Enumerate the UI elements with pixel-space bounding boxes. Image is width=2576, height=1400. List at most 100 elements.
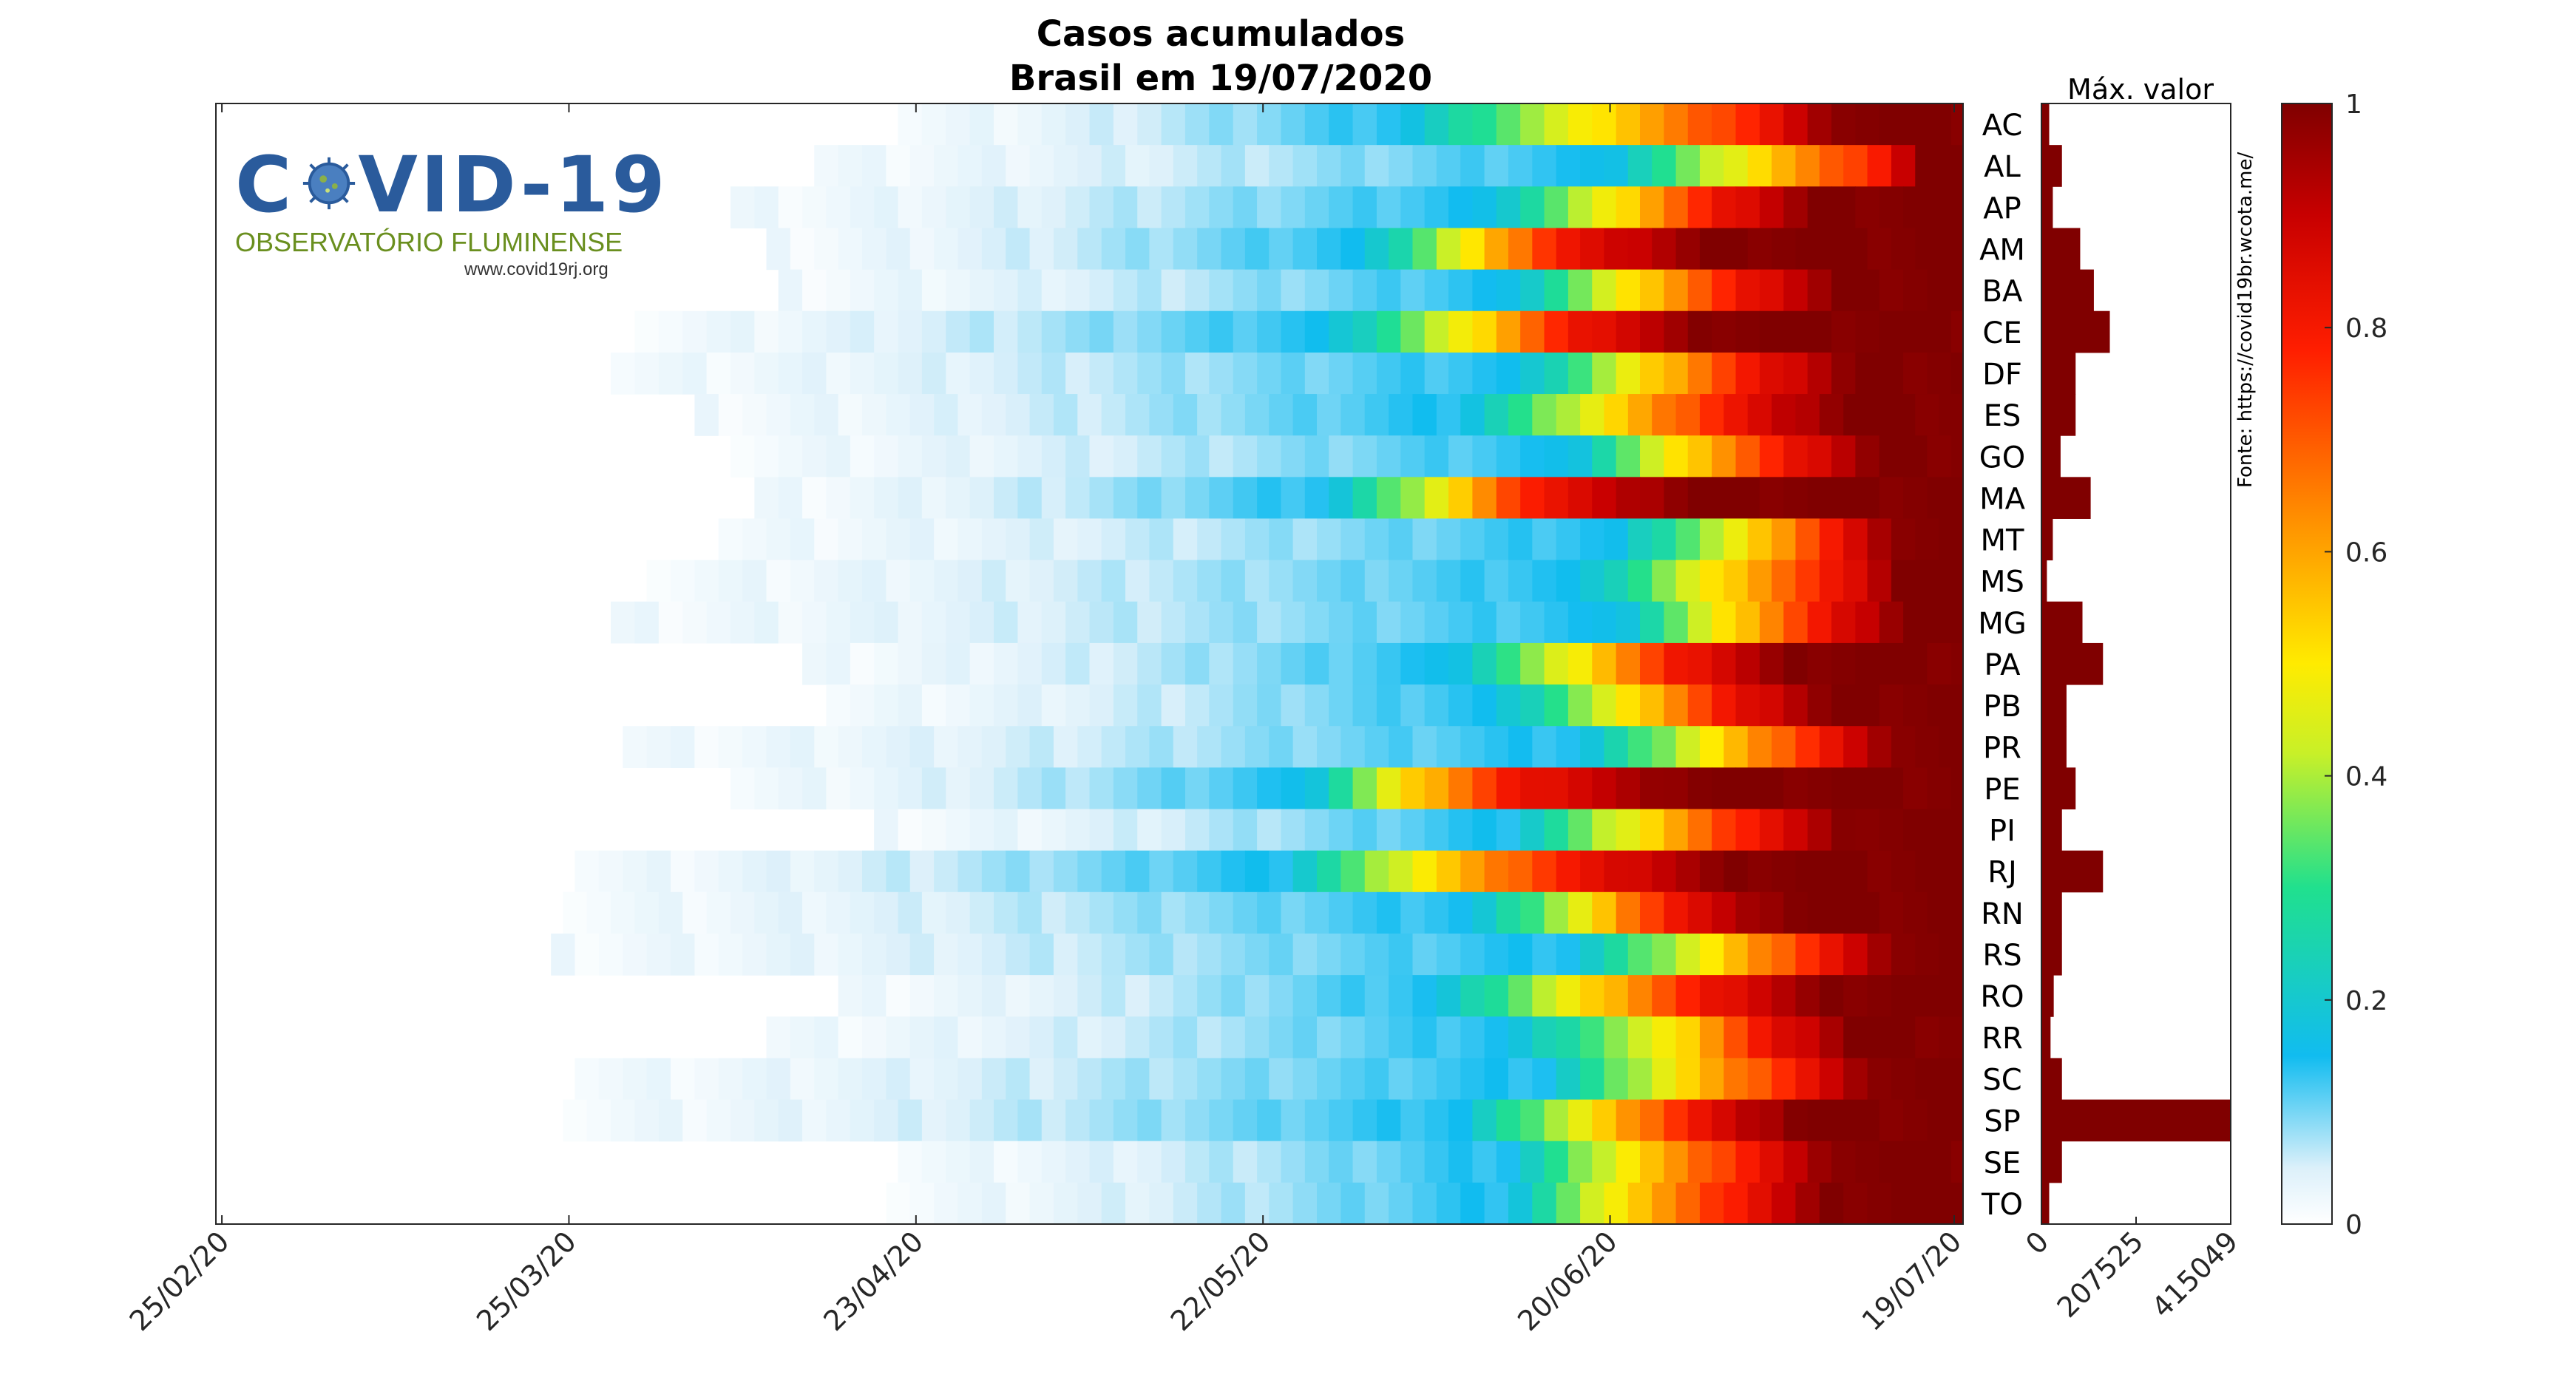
heatmap-cell xyxy=(1436,145,1461,187)
heatmap-cell xyxy=(838,726,863,768)
heatmap-cell xyxy=(1616,310,1641,353)
x-tick-label: 19/07/20 xyxy=(1856,1225,1968,1337)
heatmap-cell xyxy=(1819,228,1844,271)
heatmap-cell xyxy=(826,186,851,229)
heatmap-cell xyxy=(1903,684,1928,727)
heatmap-cell xyxy=(754,186,779,229)
heatmap-cell xyxy=(850,310,875,353)
heatmap-cell xyxy=(1029,1182,1054,1225)
heatmap-cell xyxy=(1891,726,1916,768)
heatmap-cell xyxy=(838,975,863,1017)
max-bar-es xyxy=(2041,394,2076,436)
heatmap-cell xyxy=(1915,228,1940,271)
heatmap-cell xyxy=(994,642,1018,685)
heatmap-cell xyxy=(1699,850,1724,893)
heatmap-cell xyxy=(1772,228,1797,271)
heatmap-cell xyxy=(1831,809,1856,852)
heatmap-cell xyxy=(1089,642,1114,685)
heatmap-cell xyxy=(1592,435,1617,478)
heatmap-cell xyxy=(634,1099,660,1142)
heatmap-cell xyxy=(634,891,660,934)
heatmap-cell xyxy=(1567,310,1593,353)
heatmap-cell xyxy=(1281,891,1306,934)
heatmap-cell xyxy=(1520,352,1545,395)
heatmap-cell xyxy=(1006,1182,1031,1225)
heatmap-cell xyxy=(1389,228,1414,271)
heatmap-cell xyxy=(1376,1141,1401,1183)
heatmap-cell xyxy=(1101,394,1126,436)
state-label-pi: PI xyxy=(1989,815,2016,849)
heatmap-cell xyxy=(886,850,911,893)
heatmap-cell xyxy=(1149,228,1174,271)
heatmap-cell xyxy=(754,435,779,478)
heatmap-cell xyxy=(886,726,911,768)
heatmap-cell xyxy=(1723,394,1749,436)
heatmap-cell xyxy=(969,809,994,852)
heatmap-cell xyxy=(1831,103,1856,146)
heatmap-cell xyxy=(814,560,839,602)
heatmap-cell xyxy=(1520,269,1545,312)
max-bar-mg xyxy=(2041,601,2083,644)
heatmap-cell xyxy=(1424,767,1449,810)
heatmap-cell xyxy=(611,601,636,644)
heatmap-cell xyxy=(1712,310,1737,353)
heatmap-cell xyxy=(1472,435,1497,478)
heatmap-cell xyxy=(1616,809,1641,852)
heatmap-cell xyxy=(1017,684,1043,727)
heatmap-cell xyxy=(1029,933,1054,976)
heatmap-cell xyxy=(1340,933,1366,976)
heatmap-cell xyxy=(981,1058,1006,1101)
heatmap-cell xyxy=(1652,933,1677,976)
heatmap-cell xyxy=(1867,145,1892,187)
heatmap-cell xyxy=(1113,684,1138,727)
heatmap-cell xyxy=(1843,560,1868,602)
heatmap-cell xyxy=(909,560,935,602)
heatmap-cell xyxy=(1400,809,1426,852)
heatmap-cell xyxy=(574,850,600,893)
heatmap-row-mg xyxy=(611,601,1976,644)
heatmap-cell xyxy=(1389,1058,1414,1101)
heatmap-cell xyxy=(1101,228,1126,271)
heatmap-cell xyxy=(981,726,1006,768)
heatmap-cell xyxy=(1855,435,1880,478)
heatmap-cell xyxy=(1364,1058,1389,1101)
heatmap-cell xyxy=(1184,642,1210,685)
heatmap-cell xyxy=(1580,933,1605,976)
heatmap-cell xyxy=(1484,1016,1509,1059)
heatmap-cell xyxy=(1640,891,1664,934)
heatmap-cell xyxy=(1065,1141,1091,1183)
heatmap-cell xyxy=(1017,352,1043,395)
heatmap-cell xyxy=(1687,642,1712,685)
heatmap-cell xyxy=(1855,103,1880,146)
heatmap-cell xyxy=(1807,767,1832,810)
heatmap-cell xyxy=(1329,186,1354,229)
heatmap-cell xyxy=(1352,642,1377,685)
heatmap-cell xyxy=(1532,1182,1557,1225)
heatmap-cell xyxy=(981,1182,1006,1225)
heatmap-cell xyxy=(1915,933,1940,976)
heatmap-cell xyxy=(1567,1099,1593,1142)
heatmap-cell xyxy=(981,975,1006,1017)
heatmap-cell xyxy=(1867,933,1892,976)
heatmap-cell xyxy=(1257,891,1282,934)
heatmap-cell xyxy=(1329,891,1354,934)
heatmap-cell xyxy=(1376,435,1401,478)
heatmap-cell xyxy=(1317,228,1341,271)
heatmap-cell xyxy=(1927,891,1952,934)
heatmap-cell xyxy=(921,103,946,146)
heatmap-cell xyxy=(1508,1058,1533,1101)
heatmap-cell xyxy=(1879,310,1904,353)
heatmap-cell xyxy=(1364,975,1389,1017)
heatmap-cell xyxy=(850,642,875,685)
heatmap-cell xyxy=(718,1058,743,1101)
heatmap-cell xyxy=(1448,103,1474,146)
heatmap-cell xyxy=(1281,352,1306,395)
heatmap-cell xyxy=(1149,975,1174,1017)
heatmap-cell xyxy=(1496,435,1521,478)
heatmap-cell xyxy=(1281,809,1306,852)
heatmap-cell xyxy=(1017,809,1043,852)
heatmap-cell xyxy=(1735,684,1760,727)
heatmap-cell xyxy=(1627,394,1653,436)
heatmap-cell xyxy=(1089,186,1114,229)
heatmap-cell xyxy=(1783,809,1809,852)
